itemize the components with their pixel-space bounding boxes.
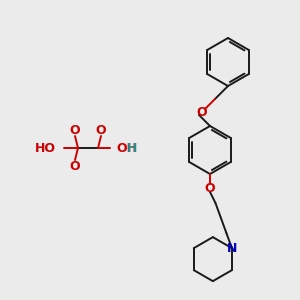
Text: O: O xyxy=(205,182,215,194)
Text: O: O xyxy=(70,160,80,172)
Text: H: H xyxy=(127,142,137,154)
Text: O: O xyxy=(197,106,207,118)
Text: OH: OH xyxy=(116,142,137,154)
Text: O: O xyxy=(70,124,80,136)
Text: N: N xyxy=(227,242,237,255)
Text: HO: HO xyxy=(35,142,56,154)
Text: O: O xyxy=(96,124,106,136)
